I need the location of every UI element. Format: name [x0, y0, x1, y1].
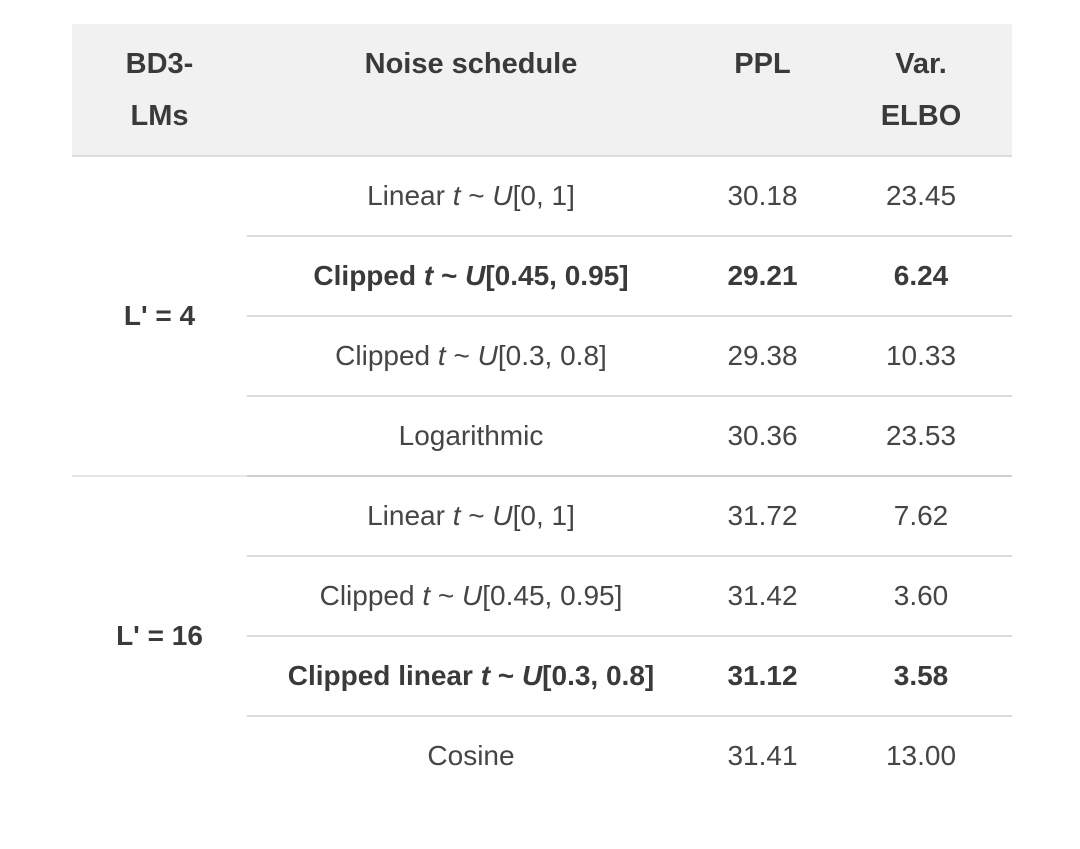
ppl-cell: 31.42	[695, 555, 830, 636]
group-label-l4: L' = 4	[123, 300, 196, 331]
ppl-cell: 31.12	[695, 635, 830, 716]
ppl-cell: 29.38	[695, 315, 830, 396]
elbo-cell: 7.62	[830, 475, 1012, 556]
elbo-cell: 13.00	[830, 715, 1012, 795]
noise-schedule-cell: Logarithmic	[247, 395, 695, 476]
noise-schedule-results-table: BD3- LMs Noise schedule PPL Var. ELBO L'…	[72, 24, 1012, 795]
table-row: L' = 16 Linear t ~ U[0, 1] 31.72 7.62	[72, 475, 1012, 795]
schedule-text: Cosine	[427, 740, 515, 771]
table-row: Cosine 31.41 13.00	[72, 715, 1012, 795]
group-label-l16: L' = 16	[72, 475, 247, 795]
noise-schedule-cell: Clipped t ~ U[0.45, 0.95]	[247, 235, 695, 316]
noise-schedule-cell: Cosine	[247, 715, 695, 795]
elbo-cell: 23.45	[885, 180, 957, 211]
header-label: BD3- LMs	[125, 48, 194, 132]
elbo-cell: 6.24	[830, 235, 1012, 316]
header-var-elbo: Var. ELBO	[830, 24, 1012, 157]
table-row: Clipped t ~ U[0.3, 0.8] 29.38 10.33	[72, 315, 1012, 396]
ppl-cell: 31.41	[695, 715, 830, 795]
schedule-text: Clipped t ~ U[0.45, 0.95]	[319, 580, 623, 611]
schedule-text: Clipped t ~ U[0.3, 0.8]	[335, 340, 607, 371]
table-body: L' = 4 Linear t ~ U[0, 1] 30.18 23.45 Cl…	[72, 156, 1012, 795]
schedule-text: Linear t ~ U[0, 1]	[367, 500, 575, 531]
ppl-cell: 30.36	[695, 395, 830, 476]
noise-schedule-cell: Clipped linear t ~ U[0.3, 0.8]	[247, 635, 695, 716]
elbo-cell: 3.60	[830, 555, 1012, 636]
page: BD3- LMs Noise schedule PPL Var. ELBO L'…	[0, 24, 1080, 849]
ppl-cell: 30.18	[727, 180, 798, 211]
elbo-cell: 3.58	[830, 635, 1012, 716]
noise-schedule-cell: Clipped t ~ U[0.45, 0.95]	[247, 555, 695, 636]
ppl-cell: 29.21	[695, 235, 830, 316]
header-label: Noise schedule	[364, 48, 578, 80]
elbo-cell: 10.33	[830, 315, 1012, 396]
noise-schedule-cell: Linear t ~ U[0, 1]	[247, 156, 695, 236]
noise-schedule-cell: Clipped t ~ U[0.3, 0.8]	[247, 315, 695, 396]
table-row: Logarithmic 30.36 23.53	[72, 395, 1012, 476]
noise-schedule-cell: Linear t ~ U[0, 1]	[247, 475, 695, 556]
elbo-cell: 23.53	[830, 395, 1012, 476]
table-row: L' = 4 Linear t ~ U[0, 1] 30.18 23.45	[72, 156, 1012, 331]
schedule-text: Linear t ~ U[0, 1]	[367, 180, 575, 211]
header-noise-schedule: Noise schedule	[247, 24, 695, 157]
header-row: BD3- LMs Noise schedule PPL Var. ELBO	[72, 24, 1012, 157]
header-label: Var. ELBO	[880, 48, 962, 132]
schedule-text: Clipped t ~ U[0.45, 0.95]	[313, 260, 629, 291]
table-row: Clipped t ~ U[0.45, 0.95] 31.42 3.60	[72, 555, 1012, 636]
table-row: Clipped linear t ~ U[0.3, 0.8] 31.12 3.5…	[72, 635, 1012, 716]
table-row: Clipped t ~ U[0.45, 0.95] 29.21 6.24	[72, 235, 1012, 316]
header-label: PPL	[734, 48, 791, 80]
schedule-text: Clipped linear t ~ U[0.3, 0.8]	[287, 660, 655, 691]
header-ppl: PPL	[695, 24, 830, 157]
header-bd3-lms: BD3- LMs	[72, 24, 247, 157]
ppl-cell: 31.72	[695, 475, 830, 556]
schedule-text: Logarithmic	[398, 420, 544, 451]
table-header: BD3- LMs Noise schedule PPL Var. ELBO	[72, 24, 1012, 157]
